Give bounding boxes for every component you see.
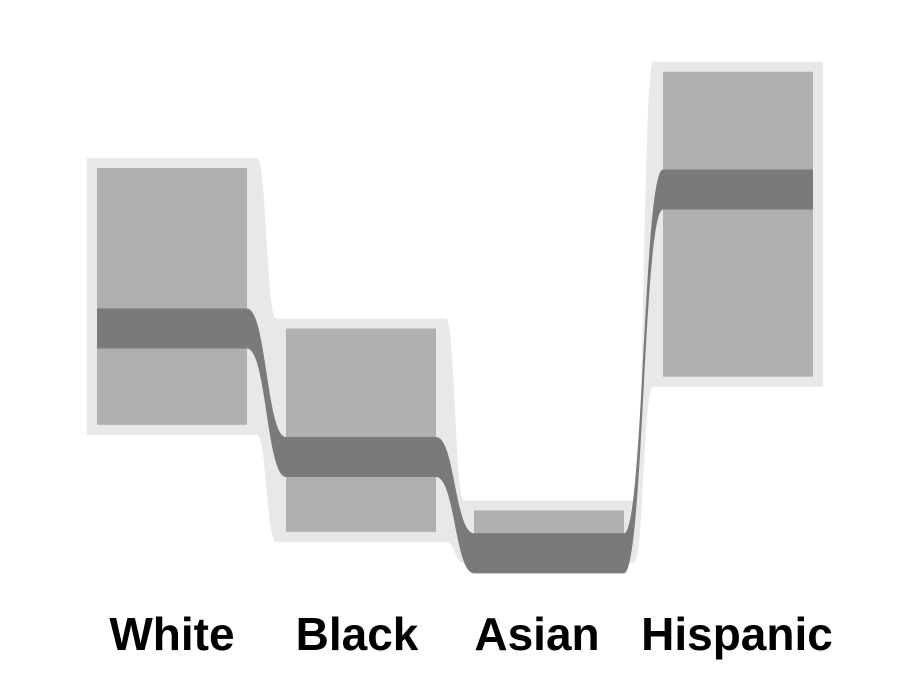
median-line-layer <box>97 169 813 574</box>
median-mark-hispanic <box>663 169 813 210</box>
interval-bars-layer <box>97 71 813 554</box>
interval-bar-black <box>286 328 436 532</box>
median-mark-black <box>286 436 436 477</box>
interval-bar-hispanic <box>663 71 813 377</box>
category-label-white: White <box>109 608 234 660</box>
category-labels: White Black Asian Hispanic <box>109 608 832 660</box>
interval-bar-white <box>97 168 247 425</box>
median-line <box>97 169 813 574</box>
category-label-black: Black <box>296 608 419 660</box>
median-mark-white <box>97 308 247 349</box>
category-label-hispanic: Hispanic <box>641 608 833 660</box>
median-mark-asian <box>474 533 624 574</box>
category-label-asian: Asian <box>474 608 599 660</box>
